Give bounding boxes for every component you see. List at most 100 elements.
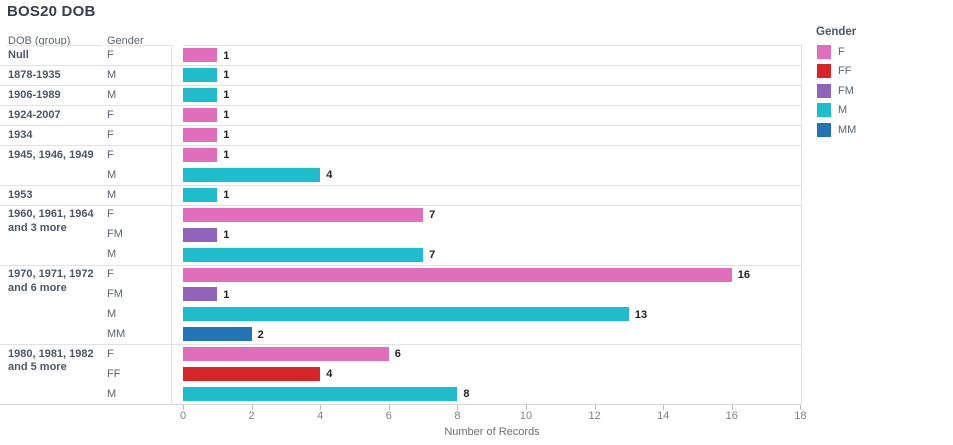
row-label-gender[interactable]: M — [107, 308, 117, 321]
bar-1980-1981-1982-and-5-more-ff[interactable] — [183, 367, 321, 382]
legend-item-f[interactable]: F — [817, 45, 887, 60]
legend-item-fm[interactable]: FM — [817, 83, 887, 99]
bar-value-label: 1 — [223, 149, 230, 162]
bar-value-label: 2 — [257, 328, 264, 341]
row-label-gender[interactable]: MM — [107, 328, 126, 341]
column-header-dob-group[interactable]: DOB (group) — [8, 35, 71, 47]
header-underline-dob — [6, 45, 102, 46]
row-label-dob-group[interactable]: 1906-1989 — [8, 88, 61, 101]
row-label-gender[interactable]: FF — [107, 367, 121, 380]
row-label-dob-group[interactable]: 1924-2007 — [8, 108, 61, 121]
pane-right-border — [801, 45, 802, 405]
group-separator-line — [0, 85, 801, 87]
legend-swatch-f — [817, 45, 831, 59]
x-axis-tick — [251, 405, 253, 410]
bar-1924-2007-f[interactable] — [183, 108, 218, 123]
row-label-gender[interactable]: F — [107, 208, 114, 221]
x-axis-tick-label: 0 — [179, 410, 187, 422]
row-label-dob-group[interactable]: 1970, 1971, 1972 and 6 more — [8, 268, 94, 294]
legend-swatch-m — [817, 103, 831, 118]
bar-1945-1946-1949-m[interactable] — [183, 167, 321, 182]
row-label-gender[interactable]: M — [107, 168, 117, 181]
x-axis-tick-label: 16 — [725, 410, 738, 422]
bar-value-label: 1 — [223, 69, 230, 82]
x-axis-line — [0, 404, 801, 405]
row-label-dob-group[interactable]: Null — [8, 49, 29, 61]
legend-item-mm[interactable]: MM — [817, 122, 887, 138]
group-separator-line — [0, 145, 801, 147]
row-label-dob-group[interactable]: 1878-1935 — [8, 68, 61, 81]
bar-value-label: 4 — [326, 368, 333, 381]
x-axis-tick — [594, 405, 596, 410]
x-axis-tick-label: 6 — [385, 410, 392, 422]
x-axis-tick — [320, 405, 322, 410]
row-label-dob-group[interactable]: 1945, 1946, 1949 — [8, 148, 94, 161]
row-label-gender[interactable]: M — [107, 248, 117, 261]
bar-1970-1971-1972-and-6-more-m[interactable] — [183, 307, 629, 322]
bar-value-label: 4 — [326, 169, 333, 182]
legend-item-m[interactable]: M — [817, 103, 887, 118]
bar-1960-1961-1964-and-3-more-fm[interactable] — [183, 227, 218, 242]
bar-1970-1971-1972-and-6-more-f[interactable] — [183, 267, 732, 282]
x-axis-tick — [183, 405, 184, 410]
row-label-dob-group[interactable]: 1960, 1961, 1964 and 3 more — [8, 208, 94, 234]
bar-1934-f[interactable] — [183, 128, 218, 143]
bar-1960-1961-1964-and-3-more-f[interactable] — [183, 207, 424, 222]
row-label-gender[interactable]: F — [107, 108, 114, 121]
row-label-gender[interactable]: F — [107, 128, 114, 141]
column-header-gender[interactable]: Gender — [107, 35, 144, 47]
bar-1980-1981-1982-and-5-more-m[interactable] — [183, 387, 458, 402]
bar-1906-1989-m[interactable] — [183, 88, 218, 103]
x-axis-tick-label: 12 — [588, 410, 601, 422]
x-axis-title: Number of Records — [444, 426, 540, 438]
group-separator-line — [0, 65, 801, 67]
legend-item-label: FF — [838, 65, 852, 78]
row-label-gender[interactable]: M — [107, 188, 117, 201]
x-axis-tick — [663, 405, 665, 410]
row-label-gender[interactable]: FM — [107, 288, 123, 301]
group-separator-line — [0, 264, 801, 266]
pane-left-divider — [171, 45, 172, 405]
row-label-dob-group[interactable]: 1934 — [8, 128, 33, 141]
bar-value-label: 8 — [463, 388, 470, 401]
bar-value-label: 7 — [429, 248, 436, 261]
bar-1945-1946-1949-f[interactable] — [183, 147, 218, 162]
row-label-dob-group[interactable]: 1980, 1981, 1982 and 5 more — [8, 347, 94, 374]
group-separator-line — [0, 185, 801, 186]
row-label-gender[interactable]: M — [107, 88, 117, 101]
row-label-gender[interactable]: FM — [107, 228, 123, 241]
bar-value-label: 7 — [429, 208, 436, 221]
bar-1953-m[interactable] — [183, 187, 218, 202]
row-label-gender[interactable]: F — [107, 49, 114, 61]
bar-value-label: 1 — [223, 109, 230, 122]
group-separator-line — [0, 125, 801, 127]
bar-value-label: 1 — [223, 129, 230, 142]
bar-1970-1971-1972-and-6-more-mm[interactable] — [183, 327, 252, 342]
row-label-dob-group[interactable]: 1953 — [8, 188, 33, 201]
legend-item-ff[interactable]: FF — [817, 64, 887, 79]
row-label-gender[interactable]: M — [107, 387, 117, 400]
bar-value-label: 1 — [223, 189, 230, 201]
bar-value-label: 1 — [223, 228, 230, 241]
bar-1960-1961-1964-and-3-more-m[interactable] — [183, 247, 424, 262]
pane-top-border — [183, 45, 801, 46]
bar-1970-1971-1972-and-6-more-fm[interactable] — [183, 287, 218, 302]
bar-value-label: 1 — [223, 89, 230, 102]
x-axis-tick — [731, 405, 733, 410]
row-label-gender[interactable]: F — [107, 268, 114, 281]
group-separator-line — [0, 344, 801, 346]
x-axis-tick-label: 2 — [248, 410, 255, 422]
row-label-gender[interactable]: F — [107, 347, 114, 360]
bar-value-label: 6 — [394, 348, 401, 361]
row-label-gender[interactable]: F — [107, 148, 114, 161]
bar-null-f[interactable] — [183, 48, 218, 63]
legend-item-label: M — [838, 104, 848, 117]
bar-1878-1935-m[interactable] — [183, 68, 218, 83]
x-axis-tick — [800, 405, 802, 410]
x-axis-tick-label: 14 — [657, 410, 670, 422]
bar-1980-1981-1982-and-5-more-f[interactable] — [183, 347, 389, 362]
bar-value-label: 1 — [223, 288, 230, 301]
row-label-gender[interactable]: M — [107, 68, 117, 81]
x-axis-tick-label: 10 — [519, 410, 533, 422]
